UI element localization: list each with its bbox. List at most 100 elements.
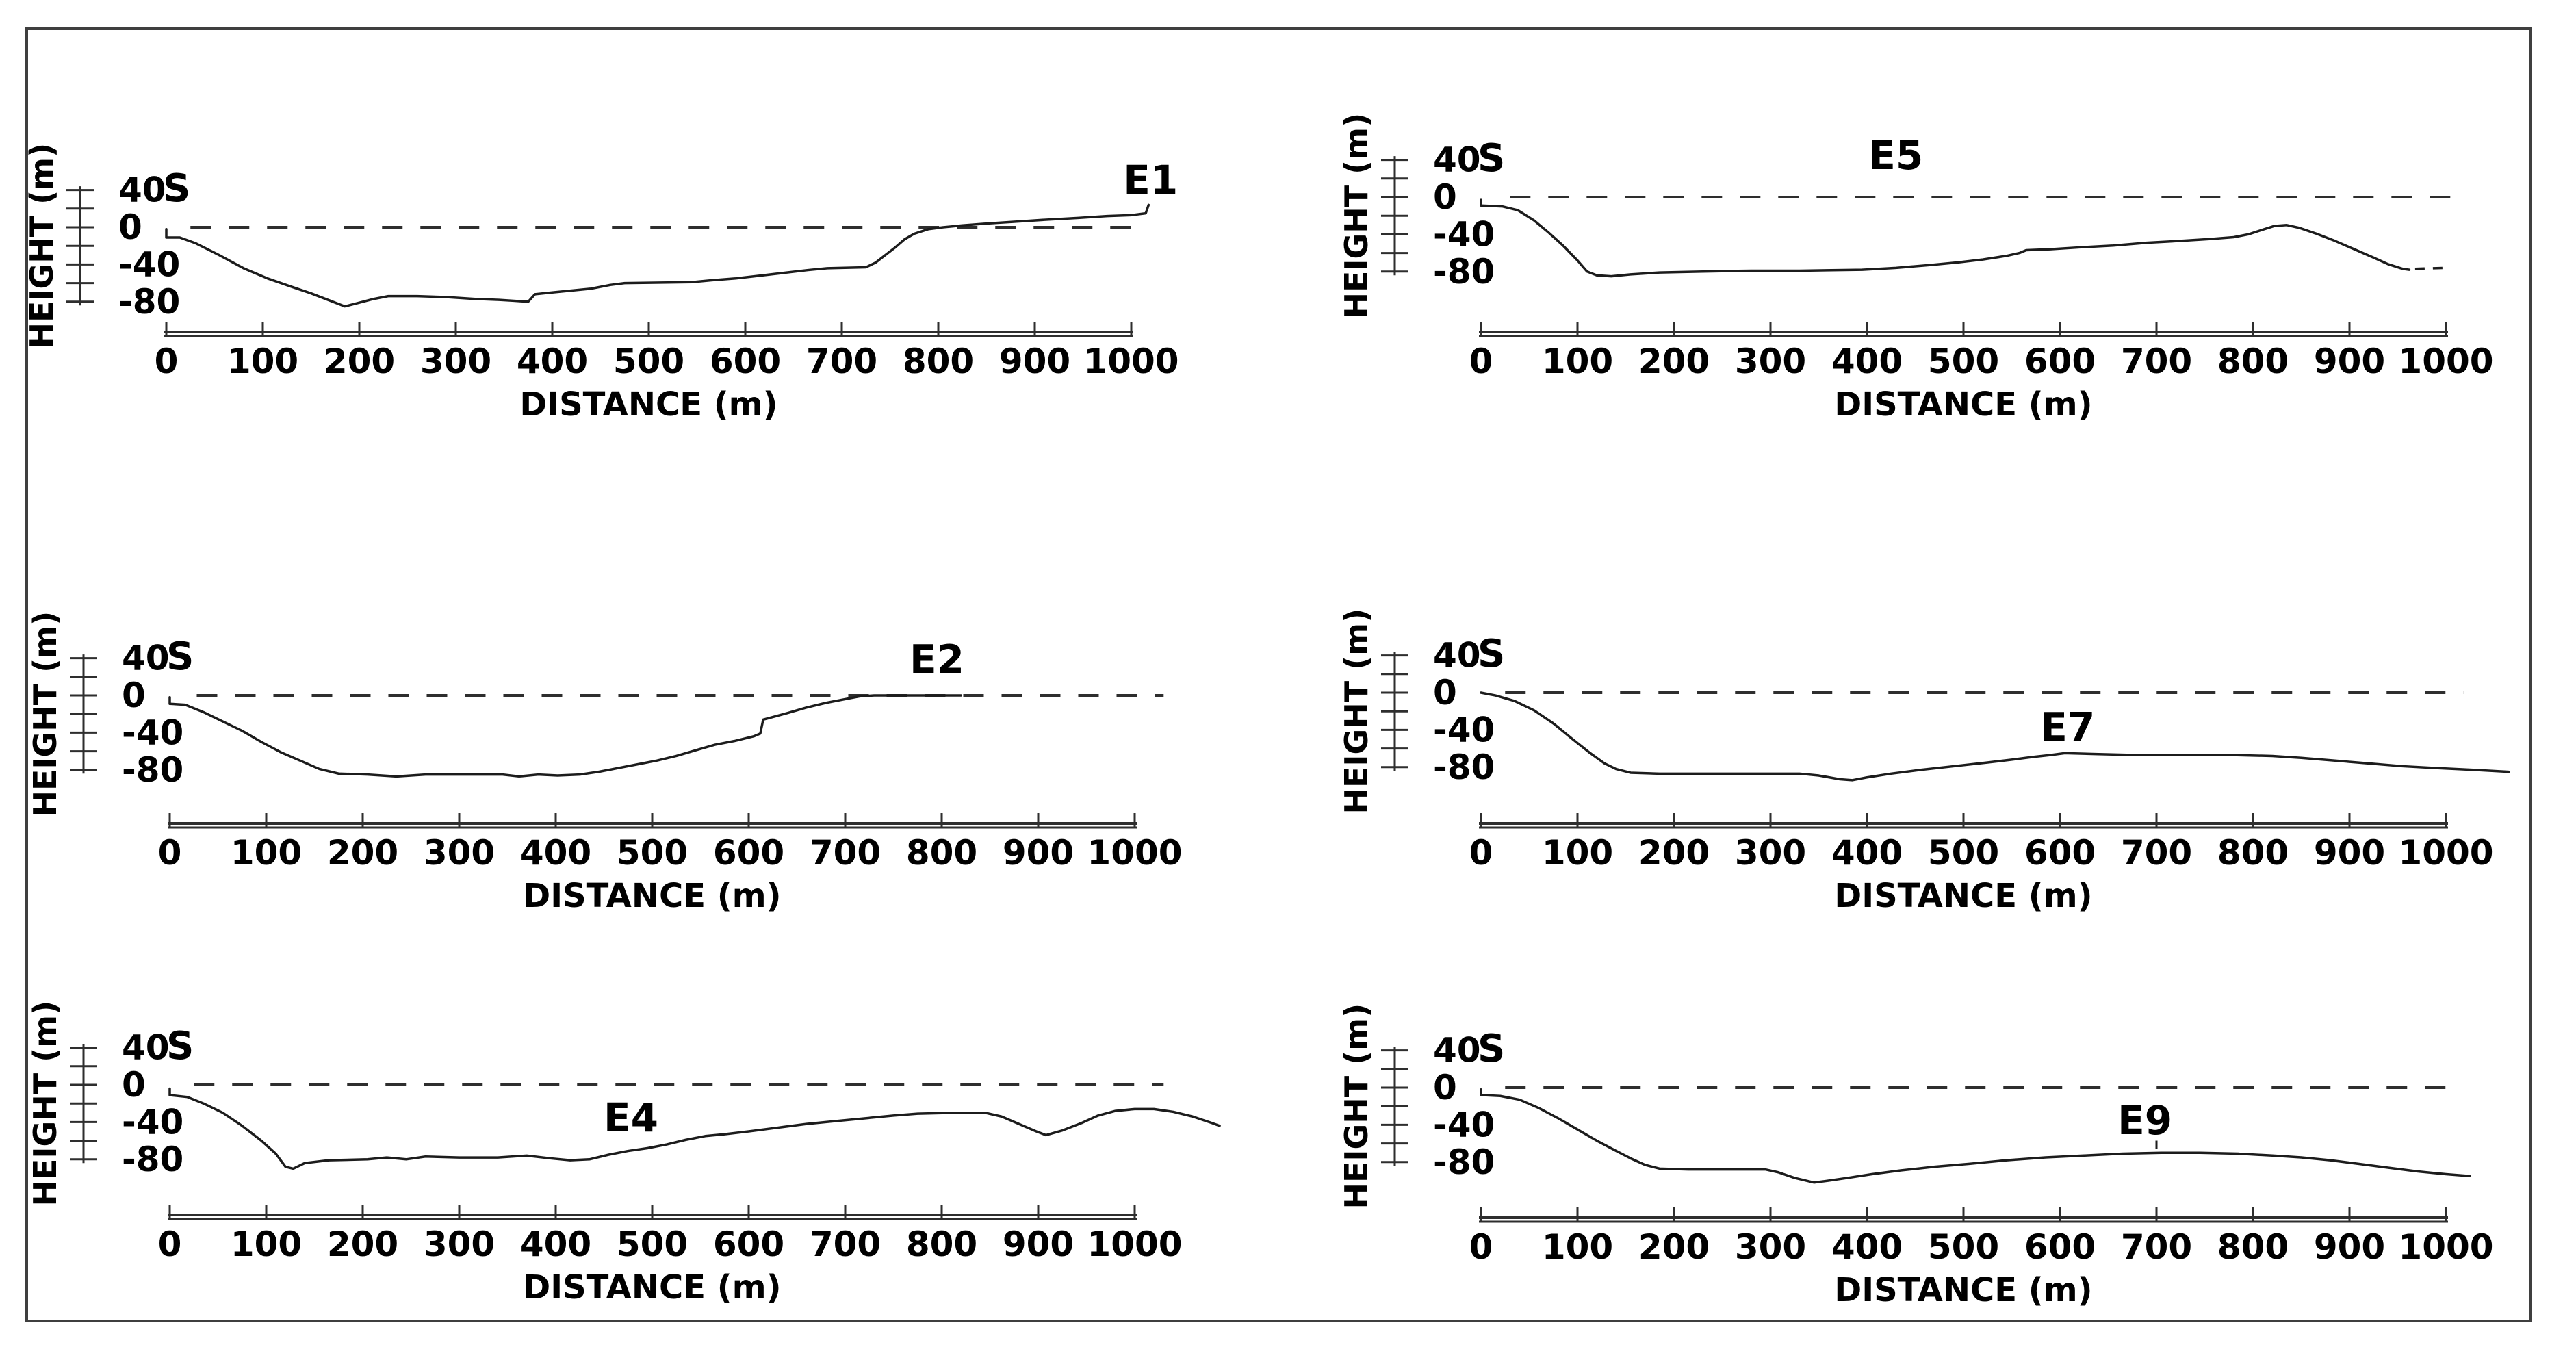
- x-axis-title: DISTANCE (m): [1834, 877, 2092, 915]
- y-tick-label: 40: [122, 1028, 170, 1068]
- end-label-e5: E5: [1868, 132, 1923, 179]
- x-tick-label: 1000: [1083, 342, 1178, 381]
- y-tick-label: 40: [118, 170, 166, 210]
- x-tick-label: 400: [1831, 1227, 1903, 1267]
- x-tick-label: 400: [520, 833, 591, 873]
- x-axis-title: DISTANCE (m): [523, 877, 781, 915]
- x-tick-label: 600: [710, 342, 781, 381]
- x-tick-label: 300: [1735, 833, 1806, 873]
- x-tick-label: 0: [158, 1224, 182, 1264]
- x-tick-label: 700: [810, 1224, 881, 1264]
- x-tick-label: 300: [1735, 1227, 1806, 1267]
- x-tick-label: 800: [903, 342, 974, 381]
- x-tick-label: 500: [617, 833, 688, 873]
- y-tick-label: -80: [122, 750, 183, 790]
- x-tick-label: 900: [1003, 1224, 1074, 1264]
- start-label-e5: S: [1478, 136, 1505, 181]
- y-axis-title: HEIGHT (m): [27, 1001, 64, 1207]
- y-axis-title: HEIGHT (m): [23, 143, 60, 349]
- x-tick-label: 900: [2314, 1227, 2385, 1267]
- y-tick-label: -80: [1433, 747, 1495, 787]
- x-tick-label: 400: [1831, 342, 1903, 381]
- x-tick-label: 200: [327, 1224, 398, 1264]
- x-tick-label: 1000: [1087, 833, 1182, 873]
- x-tick-label: 0: [1469, 342, 1493, 381]
- start-label-e1: S: [163, 166, 190, 211]
- y-tick-label: 0: [1433, 673, 1457, 713]
- x-tick-label: 100: [1542, 342, 1613, 381]
- x-tick-label: 800: [2217, 833, 2289, 873]
- x-tick-label: 900: [2314, 833, 2385, 873]
- start-label-e4: S: [166, 1024, 194, 1068]
- end-label-e1: E1: [1123, 157, 1178, 203]
- y-tick-label: -40: [1433, 214, 1495, 254]
- x-tick-label: 100: [1542, 1227, 1613, 1267]
- start-label-e7: S: [1478, 632, 1505, 676]
- end-label-e2: E2: [910, 636, 964, 682]
- end-label-e9: E9: [2117, 1097, 2172, 1144]
- x-tick-label: 100: [231, 1224, 302, 1264]
- x-tick-label: 900: [1003, 833, 1074, 873]
- x-tick-label: 700: [810, 833, 881, 873]
- x-tick-label: 400: [517, 342, 588, 381]
- profile-line-e4: [168, 1087, 1221, 1170]
- x-tick-label: 400: [520, 1224, 591, 1264]
- x-tick-label: 0: [1469, 1227, 1493, 1267]
- x-tick-label: 800: [2217, 1227, 2289, 1267]
- profile-line-e2: [168, 694, 962, 778]
- y-tick-label: -40: [118, 244, 180, 284]
- y-tick-label: -40: [1433, 710, 1495, 749]
- y-tick-label: -40: [122, 1102, 183, 1142]
- y-tick-label: -80: [1433, 1142, 1495, 1182]
- end-label-e4: E4: [604, 1094, 658, 1141]
- x-axis-title: DISTANCE (m): [1834, 385, 2092, 424]
- x-tick-label: 300: [424, 1224, 495, 1264]
- figure-border: [25, 27, 2532, 1322]
- x-axis-title: DISTANCE (m): [1834, 1271, 2092, 1309]
- x-tick-label: 800: [906, 833, 977, 873]
- x-tick-label: 200: [1638, 342, 1710, 381]
- x-tick-label: 200: [1638, 1227, 1710, 1267]
- start-label-e9: S: [1478, 1027, 1505, 1071]
- x-tick-label: 500: [1928, 1227, 1999, 1267]
- profile-line-e9: [1480, 1088, 2471, 1184]
- x-tick-label: 600: [2024, 1227, 2096, 1267]
- x-tick-label: 1000: [2398, 342, 2493, 381]
- y-tick-label: 40: [1433, 1031, 1481, 1070]
- y-tick-label: 0: [1433, 177, 1457, 217]
- y-tick-label: 0: [122, 1065, 146, 1105]
- x-tick-label: 0: [155, 342, 179, 381]
- x-tick-label: 1000: [2398, 833, 2493, 873]
- x-tick-label: 600: [713, 833, 784, 873]
- x-axis-title: DISTANCE (m): [523, 1268, 781, 1307]
- x-tick-label: 400: [1831, 833, 1903, 873]
- x-tick-label: 800: [906, 1224, 977, 1264]
- x-tick-label: 300: [424, 833, 495, 873]
- x-tick-label: 1000: [2398, 1227, 2493, 1267]
- x-tick-label: 600: [2024, 833, 2096, 873]
- x-tick-label: 700: [2121, 342, 2192, 381]
- x-tick-label: 200: [324, 342, 395, 381]
- x-tick-label: 500: [1928, 342, 1999, 381]
- x-tick-label: 700: [806, 342, 877, 381]
- y-tick-label: 40: [1433, 140, 1481, 180]
- x-tick-label: 700: [2121, 833, 2192, 873]
- profile-line-e1: [165, 203, 1150, 308]
- x-tick-label: 100: [227, 342, 298, 381]
- x-tick-label: 1000: [1087, 1224, 1182, 1264]
- x-tick-label: 900: [2314, 342, 2385, 381]
- x-tick-label: 100: [231, 833, 302, 873]
- x-tick-label: 0: [158, 833, 182, 873]
- x-tick-label: 600: [2024, 342, 2096, 381]
- y-tick-label: -80: [1433, 252, 1495, 292]
- x-tick-label: 200: [327, 833, 398, 873]
- y-axis-title: HEIGHT (m): [1338, 1003, 1375, 1209]
- x-tick-label: 500: [617, 1224, 688, 1264]
